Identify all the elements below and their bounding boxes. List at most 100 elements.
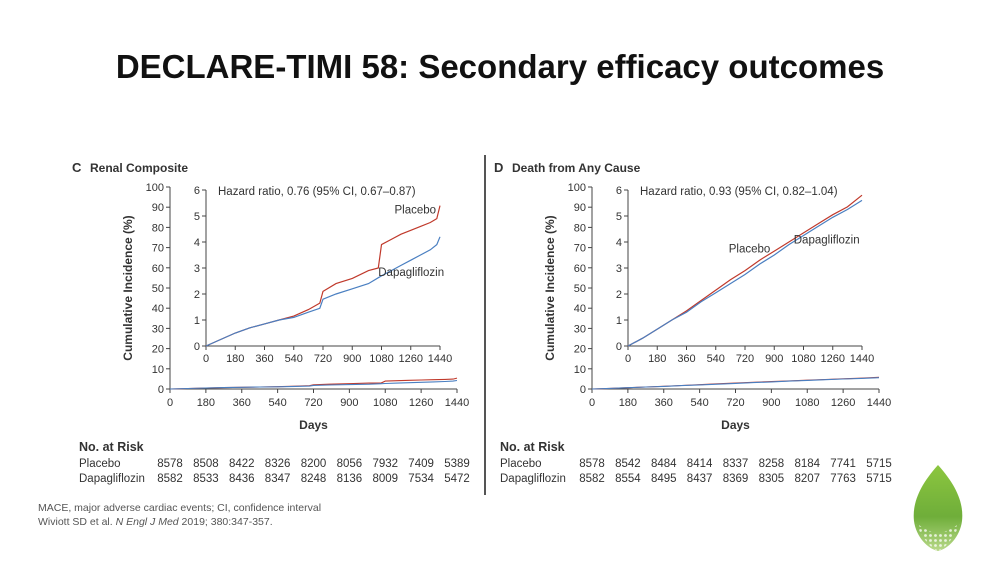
inset-y-tick-label: 6 [616,185,622,197]
risk-cell: 7932 [372,458,399,470]
x-tick-label: 1260 [409,397,433,409]
risk-row-label: Dapagliflozin [500,473,566,485]
risk-row: Placebo 8578 8508 8422 8326 8200 8056 7932 7409 5… [79,458,479,473]
y-tick-label: 80 [152,222,164,234]
risk-cell: 5389 [444,458,470,470]
inset-y-tick-label: 5 [194,211,200,223]
inset-x-tick-label: 0 [625,353,631,365]
y-axis-label: Cumulative Incidence (%) [543,215,557,360]
risk-cell: 8436 [229,473,255,485]
series-label-dapagliflozin: Dapagliflozin [794,234,860,246]
hazard-ratio-annotation: Hazard ratio, 0.76 (95% CI, 0.67–0.87) [218,186,416,198]
risk-cell: 8508 [193,458,219,470]
series-label-placebo: Placebo [729,243,771,255]
risk-row: Placebo 8578 8542 8484 8414 8337 8258 8184 7741 5… [500,458,900,473]
inset-x-tick-label: 360 [677,353,695,365]
risk-row-label: Placebo [79,458,121,470]
y-tick-label: 10 [152,364,164,376]
x-tick-label: 720 [726,397,744,409]
inset-x-tick-label: 0 [203,353,209,365]
risk-cell: 8437 [686,473,713,485]
y-tick-label: 0 [158,384,164,396]
inset-y-tick-label: 5 [616,211,622,223]
risk-cell: 8326 [264,458,291,470]
x-tick-label: 180 [619,397,637,409]
inset-y-tick-label: 3 [194,263,200,275]
risk-cell: 8554 [615,473,641,485]
y-tick-label: 60 [152,263,164,275]
risk-cell: 8009 [372,473,399,485]
y-tick-label: 60 [574,263,586,275]
inset-y-tick-label: 2 [194,289,200,301]
y-tick-label: 100 [568,182,586,194]
inset-series-line-dapagliflozin [205,236,441,347]
risk-cell: 8422 [229,458,255,470]
inset-y-tick-label: 4 [616,237,622,249]
x-tick-label: 540 [690,397,708,409]
y-tick-label: 70 [152,243,164,255]
risk-cell: 7534 [408,473,434,485]
chart-death-any-cause: D Death from Any Cause0102030405060708090… [494,160,891,432]
y-tick-label: 30 [574,323,586,335]
x-tick-label: 0 [167,397,173,409]
x-tick-label: 1080 [795,397,819,409]
risk-cell: 8305 [758,473,785,485]
risk-row: Dapagliflozin 8582 8554 8495 8437 8369 8305 820… [500,473,900,488]
y-tick-label: 0 [580,384,586,396]
risk-table-death: No. at Risk Placebo 8578 8542 8484 8414 8337 8… [500,440,900,490]
footnote-abbreviations: MACE, major adverse cardiac events; CI, … [38,502,322,514]
inset-x-tick-label: 900 [765,353,783,365]
inset-x-tick-label: 1440 [850,353,874,365]
x-tick-label: 1260 [831,397,855,409]
inset-x-tick-label: 180 [226,353,244,365]
y-tick-label: 40 [574,303,586,315]
risk-cell: 8582 [579,473,605,485]
y-tick-label: 80 [574,222,586,234]
x-tick-label: 180 [197,397,215,409]
risk-cell: 8369 [722,473,749,485]
risk-cell: 8136 [336,473,363,485]
x-tick-label: 360 [655,397,673,409]
y-axis-label: Cumulative Incidence (%) [121,215,135,360]
y-tick-label: 30 [152,323,164,335]
risk-row: Dapagliflozin 8582 8533 8436 8347 8248 8136 800… [79,473,479,488]
risk-cell: 5715 [866,473,892,485]
inset-y-tick-label: 3 [616,263,622,275]
risk-row-label: Dapagliflozin [79,473,145,485]
risk-cell: 8414 [686,458,713,470]
inset-x-tick-label: 1080 [791,353,815,365]
inset-x-tick-label: 720 [314,353,332,365]
x-tick-label: 360 [233,397,251,409]
risk-cell: 8258 [758,458,785,470]
x-tick-label: 1080 [373,397,397,409]
risk-cell: 5715 [866,458,892,470]
risk-cell: 7741 [830,458,856,470]
risk-cell: 8484 [651,458,677,470]
series-label-placebo: Placebo [395,204,437,216]
y-tick-label: 40 [152,303,164,315]
inset-x-tick-label: 1080 [369,353,393,365]
panel-letter: D [494,160,503,175]
journal-name: N Engl J Med [115,516,179,528]
risk-cell: 8347 [264,473,291,485]
risk-cell: 7763 [830,473,856,485]
inset-series-line-dapagliflozin [627,199,863,347]
series-label-dapagliflozin: Dapagliflozin [378,267,444,279]
y-tick-label: 20 [152,344,164,356]
inset-x-tick-label: 1260 [399,353,423,365]
risk-cell: 8582 [157,473,183,485]
risk-cell: 5472 [444,473,470,485]
x-axis-label: Days [721,418,750,432]
risk-row-label: Placebo [500,458,542,470]
inset-y-tick-label: 4 [194,237,200,249]
x-tick-label: 540 [268,397,286,409]
inset-y-tick-label: 0 [616,341,622,353]
y-tick-label: 90 [574,202,586,214]
risk-cell: 8578 [579,458,605,470]
inset-y-tick-label: 2 [616,289,622,301]
inset-y-tick-label: 6 [194,185,200,197]
inset-x-tick-label: 540 [285,353,303,365]
risk-cell: 8337 [722,458,749,470]
inset-series-line-placebo [627,194,863,347]
x-tick-label: 900 [762,397,780,409]
